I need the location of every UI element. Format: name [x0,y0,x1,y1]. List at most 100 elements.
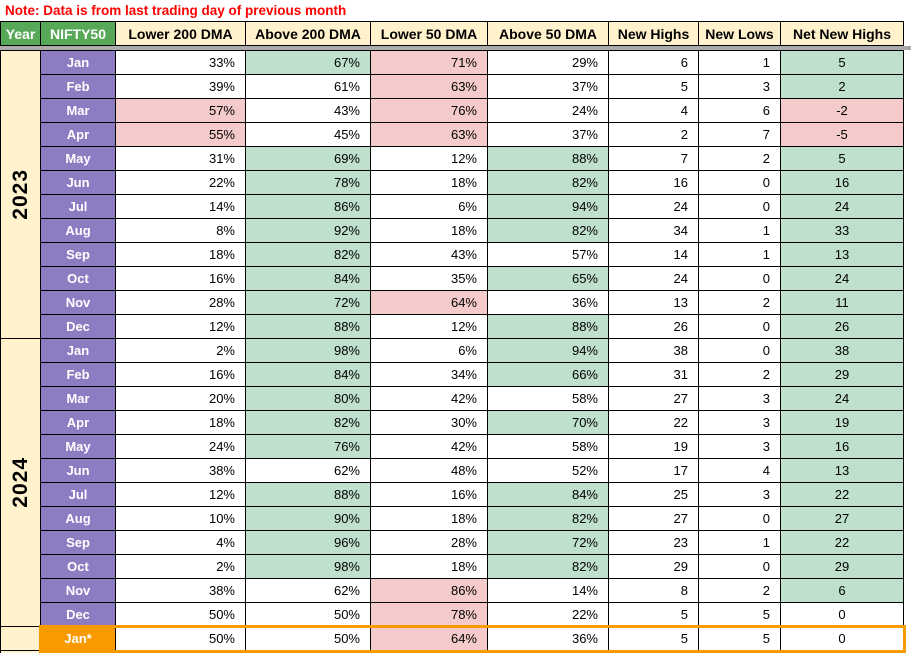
data-cell[interactable]: 63% [370,74,488,99]
month-cell[interactable]: May [40,434,116,459]
month-cell[interactable]: Jan [40,50,116,75]
month-cell[interactable]: Jan* [40,626,116,651]
month-cell[interactable]: Apr [40,410,116,435]
data-cell[interactable]: 19 [608,434,699,459]
data-cell[interactable]: 43% [370,242,488,267]
data-cell[interactable]: 0 [780,602,904,627]
data-cell[interactable]: 57% [115,98,246,123]
data-cell[interactable]: 27 [608,386,699,411]
data-cell[interactable]: 50% [245,602,371,627]
data-cell[interactable]: 29 [780,362,904,387]
data-cell[interactable]: 28% [115,290,246,315]
data-cell[interactable]: 1 [698,50,781,75]
data-cell[interactable]: 82% [487,170,609,195]
month-cell[interactable]: Sep [40,242,116,267]
month-cell[interactable]: Nov [40,578,116,603]
data-cell[interactable]: 0 [698,506,781,531]
month-cell[interactable]: Aug [40,218,116,243]
data-cell[interactable]: 58% [487,434,609,459]
month-cell[interactable]: Feb [40,362,116,387]
data-cell[interactable]: 14% [487,578,609,603]
data-cell[interactable]: 38 [608,338,699,363]
data-cell[interactable]: 2% [115,338,246,363]
data-cell[interactable]: 18% [115,410,246,435]
data-cell[interactable]: 12% [115,482,246,507]
data-cell[interactable]: 29% [487,50,609,75]
data-cell[interactable]: 39% [115,74,246,99]
data-cell[interactable]: 5 [698,626,781,651]
data-cell[interactable]: 76% [370,98,488,123]
data-cell[interactable]: 36% [487,290,609,315]
data-cell[interactable]: 22 [608,410,699,435]
data-cell[interactable]: 90% [245,506,371,531]
month-cell[interactable]: Mar [40,386,116,411]
month-cell[interactable]: Apr [40,122,116,147]
data-cell[interactable]: 5 [780,50,904,75]
data-cell[interactable]: 25 [608,482,699,507]
month-cell[interactable]: Jul [40,194,116,219]
data-cell[interactable]: 62% [245,458,371,483]
data-cell[interactable]: 2 [698,290,781,315]
data-cell[interactable]: 0 [698,266,781,291]
data-cell[interactable]: 43% [245,98,371,123]
data-cell[interactable]: 6 [698,98,781,123]
data-cell[interactable]: 70% [487,410,609,435]
data-cell[interactable]: 6 [608,50,699,75]
data-cell[interactable]: 16% [370,482,488,507]
data-cell[interactable]: 16 [780,434,904,459]
data-cell[interactable]: 0 [698,170,781,195]
data-cell[interactable]: 5 [608,626,699,651]
data-cell[interactable]: 45% [245,122,371,147]
data-cell[interactable]: 31% [115,146,246,171]
data-cell[interactable]: 5 [608,74,699,99]
data-cell[interactable]: 26 [780,314,904,339]
data-cell[interactable]: 33% [115,50,246,75]
data-cell[interactable]: 64% [370,626,488,651]
data-cell[interactable]: 22% [115,170,246,195]
data-cell[interactable]: 78% [245,170,371,195]
data-cell[interactable]: 3 [698,410,781,435]
column-header-net-new-highs[interactable]: Net New Highs [780,21,904,46]
data-cell[interactable]: 37% [487,74,609,99]
data-cell[interactable]: 34 [608,218,699,243]
data-cell[interactable]: 58% [487,386,609,411]
data-cell[interactable]: 29 [780,554,904,579]
data-cell[interactable]: 6% [370,338,488,363]
data-cell[interactable]: 63% [370,122,488,147]
data-cell[interactable]: 6% [370,194,488,219]
data-cell[interactable]: 24% [115,434,246,459]
data-cell[interactable]: 82% [487,218,609,243]
data-cell[interactable]: 50% [115,626,246,651]
data-cell[interactable]: 33 [780,218,904,243]
data-cell[interactable]: 52% [487,458,609,483]
data-cell[interactable]: 16 [608,170,699,195]
column-header-nifty50[interactable]: NIFTY50 [40,21,116,46]
data-cell[interactable]: 94% [487,194,609,219]
column-header-year[interactable]: Year [0,21,41,46]
data-cell[interactable]: 82% [487,554,609,579]
data-cell[interactable]: 30% [370,410,488,435]
data-cell[interactable]: 29 [608,554,699,579]
data-cell[interactable]: 0 [698,554,781,579]
year-cell[interactable]: 2023 [0,50,41,339]
data-cell[interactable]: 16% [115,266,246,291]
month-cell[interactable]: Sep [40,530,116,555]
data-cell[interactable]: 0 [698,314,781,339]
data-cell[interactable]: 24 [608,194,699,219]
data-cell[interactable]: 5 [608,602,699,627]
data-cell[interactable]: 88% [487,146,609,171]
data-cell[interactable]: 86% [245,194,371,219]
data-cell[interactable]: 55% [115,122,246,147]
data-cell[interactable]: 76% [245,434,371,459]
data-cell[interactable]: 2 [780,74,904,99]
data-cell[interactable]: 23 [608,530,699,555]
data-cell[interactable]: 42% [370,386,488,411]
data-cell[interactable]: 28% [370,530,488,555]
year-cell[interactable]: 2024 [0,338,41,627]
data-cell[interactable]: 92% [245,218,371,243]
data-cell[interactable]: 82% [487,506,609,531]
data-cell[interactable]: 24 [780,194,904,219]
data-cell[interactable]: 27 [780,506,904,531]
data-cell[interactable]: 80% [245,386,371,411]
data-cell[interactable]: 38 [780,338,904,363]
